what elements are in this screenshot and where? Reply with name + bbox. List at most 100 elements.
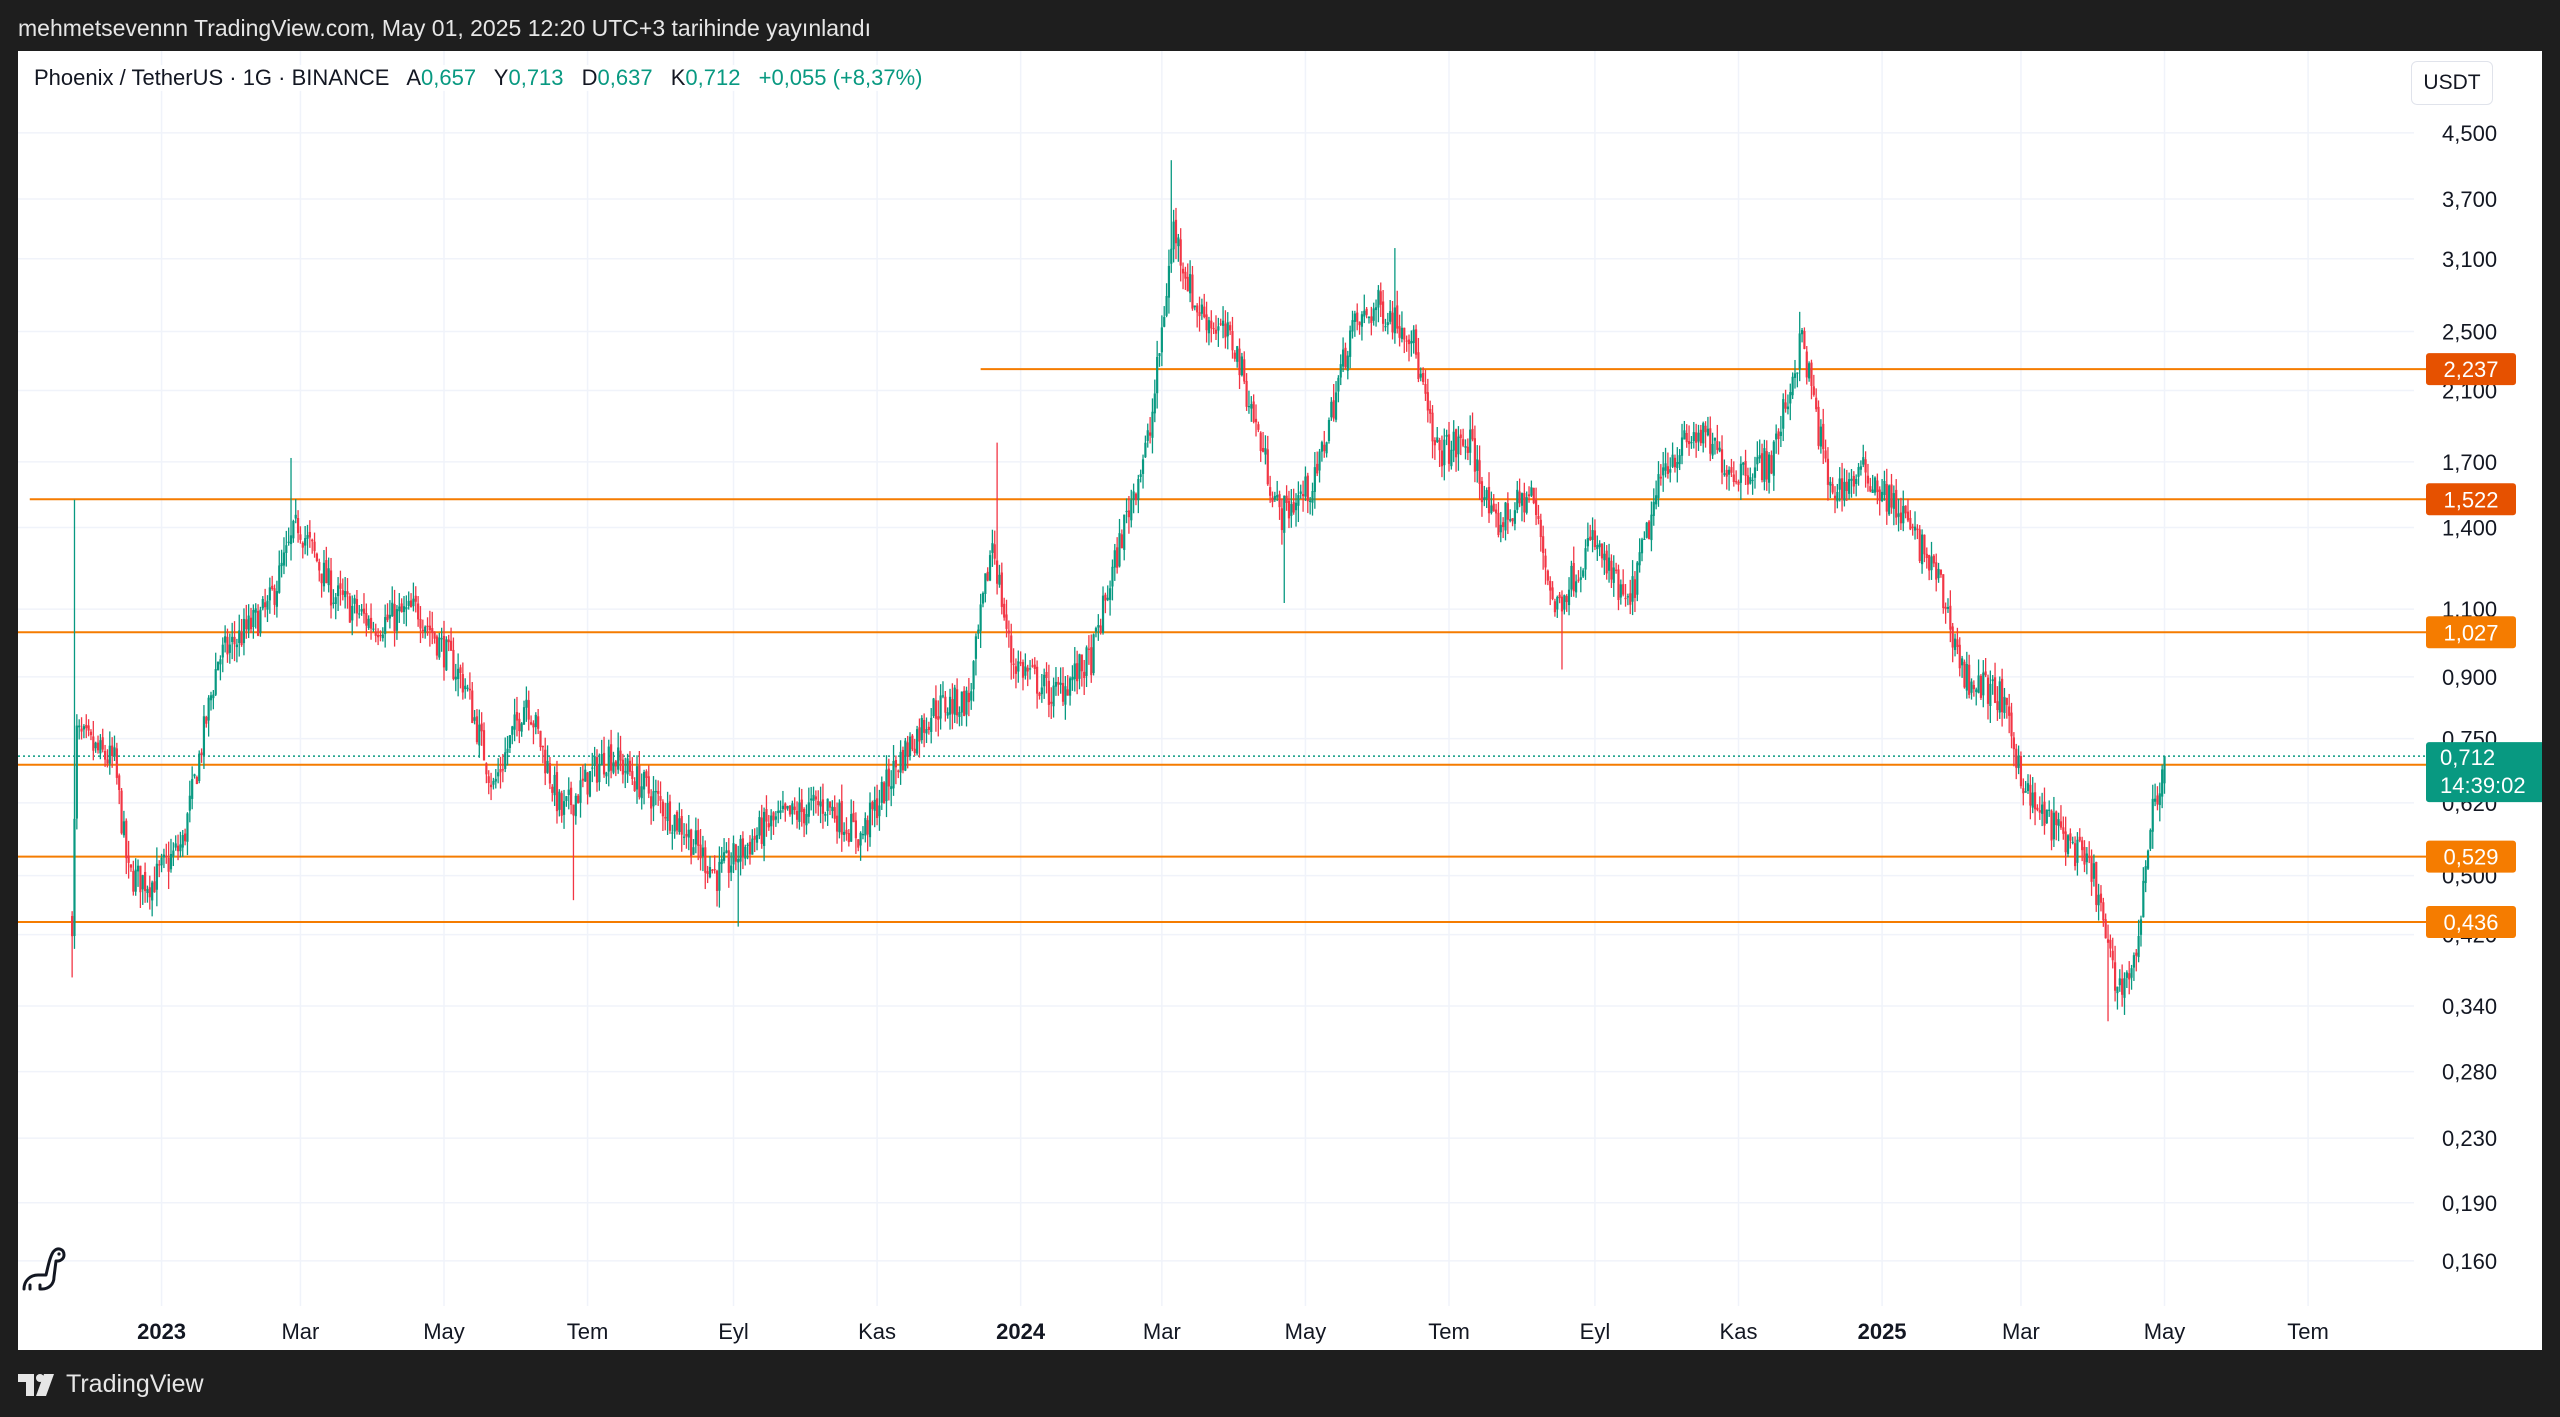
candle-body xyxy=(485,763,488,775)
candle-body xyxy=(1370,316,1373,323)
candle-body xyxy=(758,817,761,836)
candle-body xyxy=(1916,528,1919,530)
candle-body xyxy=(777,810,780,814)
candle-body xyxy=(671,832,674,834)
candle-body xyxy=(414,595,417,602)
candle-body xyxy=(2095,862,2098,905)
candle-body xyxy=(1542,536,1545,554)
candle-body xyxy=(682,836,686,838)
candle-body xyxy=(548,763,552,784)
candle-body xyxy=(1589,536,1592,540)
candle-body xyxy=(1742,462,1745,465)
chart-panel[interactable]: 4,500 3,700 3,100 2,500 2,100 1,700 1,400 1,100… xyxy=(18,51,2542,1350)
candle-body xyxy=(591,767,594,769)
tradingview-logo-icon xyxy=(18,1373,54,1396)
candle-body xyxy=(1690,442,1693,444)
candle-body xyxy=(687,829,690,838)
candle-body xyxy=(365,613,368,626)
candle-body xyxy=(118,775,121,790)
candle-body xyxy=(920,717,923,741)
candle-body xyxy=(1245,380,1248,407)
candle-body xyxy=(1073,663,1076,680)
candle-body xyxy=(1165,295,1168,316)
candle-body xyxy=(1652,501,1655,516)
candle-body xyxy=(320,573,323,584)
candle-body xyxy=(798,802,801,822)
candle-body xyxy=(621,759,624,775)
candle-body xyxy=(82,726,86,730)
y-tick-label: 0,190 xyxy=(2442,1191,2497,1216)
candle-body xyxy=(1101,595,1105,633)
candle-body xyxy=(812,794,815,801)
candle-body xyxy=(2135,952,2138,956)
candle-body xyxy=(1024,666,1027,676)
candle-body xyxy=(2052,812,2055,840)
candle-body xyxy=(2038,810,2041,813)
candle-body xyxy=(1137,478,1140,501)
candle-body xyxy=(1798,333,1801,370)
candle-body xyxy=(1334,392,1338,420)
candlestick-chart[interactable]: 4,5003,7003,1002,5002,1001,7001,4001,100… xyxy=(18,51,2542,1350)
candle-body xyxy=(238,630,241,644)
candle-body xyxy=(1414,329,1418,355)
candle-body xyxy=(1909,517,1912,530)
candle-body xyxy=(859,832,862,846)
candle-body xyxy=(1509,519,1512,521)
candle-body xyxy=(1572,563,1575,592)
candle-body xyxy=(1106,597,1109,600)
candle-body xyxy=(1892,493,1895,509)
candle-body xyxy=(725,850,728,853)
candle-body xyxy=(1231,331,1234,351)
candle-body xyxy=(1991,679,1994,682)
x-tick-label: Eyl xyxy=(718,1319,749,1344)
candle-body xyxy=(560,793,563,816)
candle-body xyxy=(1650,514,1653,541)
time-axis: 2023 Mar May Tem Eyl Kas 2024 Mar May Tem Eyl Kas 20… xyxy=(137,1319,2329,1344)
candle-body xyxy=(1631,576,1634,602)
candle-body xyxy=(1200,304,1203,314)
candle-body xyxy=(1946,606,1950,609)
candle-body xyxy=(1478,460,1481,484)
candle-body xyxy=(1316,463,1319,474)
candle-body xyxy=(188,795,191,811)
candle-body xyxy=(1290,504,1293,516)
candle-body xyxy=(864,818,867,836)
candle-body xyxy=(377,634,380,638)
candle-body xyxy=(2057,819,2060,826)
candle-body xyxy=(2161,769,2164,797)
candle-body xyxy=(1064,686,1067,705)
candle-body xyxy=(911,735,914,750)
candle-body xyxy=(1582,570,1585,577)
candle-body xyxy=(915,729,919,754)
candle-body xyxy=(515,712,519,721)
candle-body xyxy=(581,778,584,781)
candle-body xyxy=(111,745,114,757)
candle-body xyxy=(767,823,770,828)
candle-body xyxy=(2043,801,2046,826)
candle-body xyxy=(1706,428,1710,436)
candle-body xyxy=(875,798,879,819)
candle-body xyxy=(1904,505,1907,514)
candle-body xyxy=(551,786,554,793)
candle-body xyxy=(1758,455,1761,459)
candle-body xyxy=(991,543,994,553)
candle-body xyxy=(1301,494,1305,497)
footer: TradingView xyxy=(0,1350,2560,1417)
candle-body xyxy=(261,599,264,609)
candle-body xyxy=(179,844,182,852)
tradingview-logo[interactable]: TradingView xyxy=(18,1370,204,1399)
candle-body xyxy=(1516,489,1519,510)
candle-body xyxy=(1076,663,1079,682)
candle-body xyxy=(1153,393,1156,414)
currency-button[interactable]: USDT xyxy=(2411,61,2493,105)
candle-body xyxy=(1163,317,1166,327)
candle-body xyxy=(633,781,636,792)
candle-body xyxy=(1358,321,1361,326)
candle-body xyxy=(2008,706,2011,716)
candle-body xyxy=(367,618,370,628)
candle-body xyxy=(1558,594,1561,599)
candle-body xyxy=(132,870,135,892)
low-value: 0,637 xyxy=(597,65,653,90)
candle-body xyxy=(1294,502,1298,511)
candle-body xyxy=(268,587,271,601)
